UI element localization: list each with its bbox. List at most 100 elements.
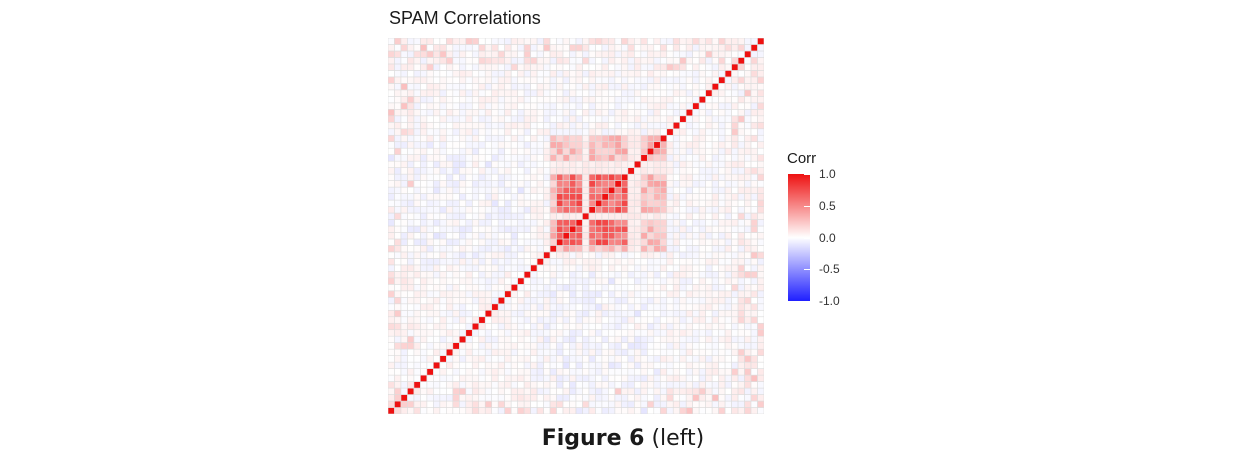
heatmap-cell	[595, 348, 603, 356]
legend-tick-label: 0.0	[819, 230, 836, 245]
heatmap-cell	[484, 394, 493, 402]
legend-tick-mark	[804, 269, 810, 271]
heatmap-cell	[698, 290, 706, 298]
heatmap-cell	[459, 361, 467, 369]
heatmap-cell	[575, 322, 583, 331]
heatmap-cell	[588, 167, 596, 175]
heatmap-cell	[549, 50, 557, 58]
heatmap-cell	[640, 387, 648, 395]
heatmap-cell	[588, 335, 596, 343]
heatmap-cell	[420, 50, 428, 58]
heatmap-cell	[433, 394, 441, 402]
heatmap-cell	[388, 245, 395, 253]
heatmap-cell	[497, 134, 505, 143]
heatmap-cell	[420, 309, 428, 318]
heatmap-cell	[407, 290, 415, 298]
heatmap-cell	[394, 167, 402, 175]
heatmap-cell	[452, 245, 460, 253]
heatmap-cell	[523, 348, 531, 356]
heatmap-cell	[608, 109, 616, 117]
heatmap-cell	[627, 309, 635, 318]
heatmap-cell	[491, 89, 499, 97]
heatmap-cell	[692, 361, 700, 369]
heatmap-cell	[672, 76, 681, 84]
heatmap-cell	[634, 38, 642, 45]
heatmap-cell	[452, 96, 460, 104]
heatmap-cell	[647, 335, 655, 343]
heatmap-cell	[731, 70, 739, 78]
heatmap-cell	[510, 400, 518, 408]
heatmap-cell	[685, 387, 693, 395]
heatmap-cell	[394, 70, 402, 78]
heatmap-cell	[530, 96, 538, 104]
heatmap-cell	[666, 400, 674, 408]
heatmap-cell	[711, 121, 719, 130]
heatmap-cell	[388, 167, 395, 175]
heatmap-cell	[679, 219, 687, 227]
legend-tick-mark	[804, 205, 810, 207]
heatmap-cell	[439, 290, 447, 298]
heatmap-cell	[433, 76, 441, 84]
heatmap-cell	[452, 407, 460, 414]
heatmap-cell	[647, 160, 655, 168]
heatmap-cell	[536, 167, 544, 175]
heatmap-cell	[394, 348, 402, 356]
heatmap-cell	[407, 147, 415, 155]
heatmap-cell	[413, 232, 421, 240]
heatmap-cell	[666, 290, 674, 298]
heatmap-cell	[562, 96, 570, 104]
heatmap-cell	[413, 238, 421, 246]
heatmap-cell	[491, 63, 499, 71]
heatmap-cell	[627, 180, 635, 188]
heatmap-cell	[614, 199, 622, 207]
heatmap-cell	[388, 76, 395, 84]
heatmap-cell	[640, 232, 648, 240]
heatmap-cell	[653, 167, 661, 175]
heatmap-cell	[705, 109, 713, 117]
heatmap-cell	[504, 121, 512, 130]
heatmap-cell	[582, 167, 590, 175]
heatmap-cell	[621, 121, 629, 130]
heatmap-cell	[413, 251, 421, 259]
heatmap-cell	[718, 316, 726, 324]
heatmap-cell	[595, 38, 603, 45]
heatmap-cell	[446, 154, 454, 162]
heatmap-cell	[433, 212, 441, 220]
heatmap-cell	[400, 38, 408, 45]
heatmap-cell	[711, 128, 719, 136]
heatmap-cell	[672, 109, 681, 117]
heatmap-cell	[601, 271, 609, 279]
heatmap-cell	[588, 76, 596, 84]
heatmap-cell	[601, 316, 609, 324]
heatmap-cell	[491, 206, 499, 214]
heatmap-cell	[711, 361, 719, 369]
heatmap-cell	[718, 212, 726, 220]
heatmap-cell	[724, 96, 732, 104]
heatmap-cell	[556, 342, 564, 350]
heatmap-cell	[420, 361, 428, 369]
heatmap-cell	[504, 329, 512, 337]
heatmap-cell	[446, 38, 454, 45]
heatmap-cell	[724, 264, 732, 272]
heatmap-cell	[471, 238, 480, 246]
heatmap-cell	[420, 290, 428, 298]
heatmap-cell	[388, 303, 395, 311]
heatmap-cell	[731, 225, 739, 233]
heatmap-cell	[420, 219, 428, 227]
heatmap-cell	[608, 251, 616, 259]
heatmap-cell	[685, 394, 693, 402]
heatmap-cell	[731, 264, 739, 272]
heatmap-cell	[556, 70, 564, 78]
heatmap-cell	[569, 63, 577, 71]
heatmap-cell	[543, 154, 551, 162]
heatmap-cell	[471, 83, 480, 91]
heatmap-cell	[549, 206, 557, 214]
heatmap-cell	[562, 361, 570, 369]
heatmap-cell	[614, 121, 622, 130]
heatmap-cell	[394, 96, 402, 104]
heatmap-cell	[497, 160, 505, 168]
heatmap-cell	[394, 407, 402, 414]
heatmap-cell	[433, 258, 441, 266]
heatmap-cell	[705, 381, 713, 389]
heatmap-cell	[504, 374, 512, 382]
